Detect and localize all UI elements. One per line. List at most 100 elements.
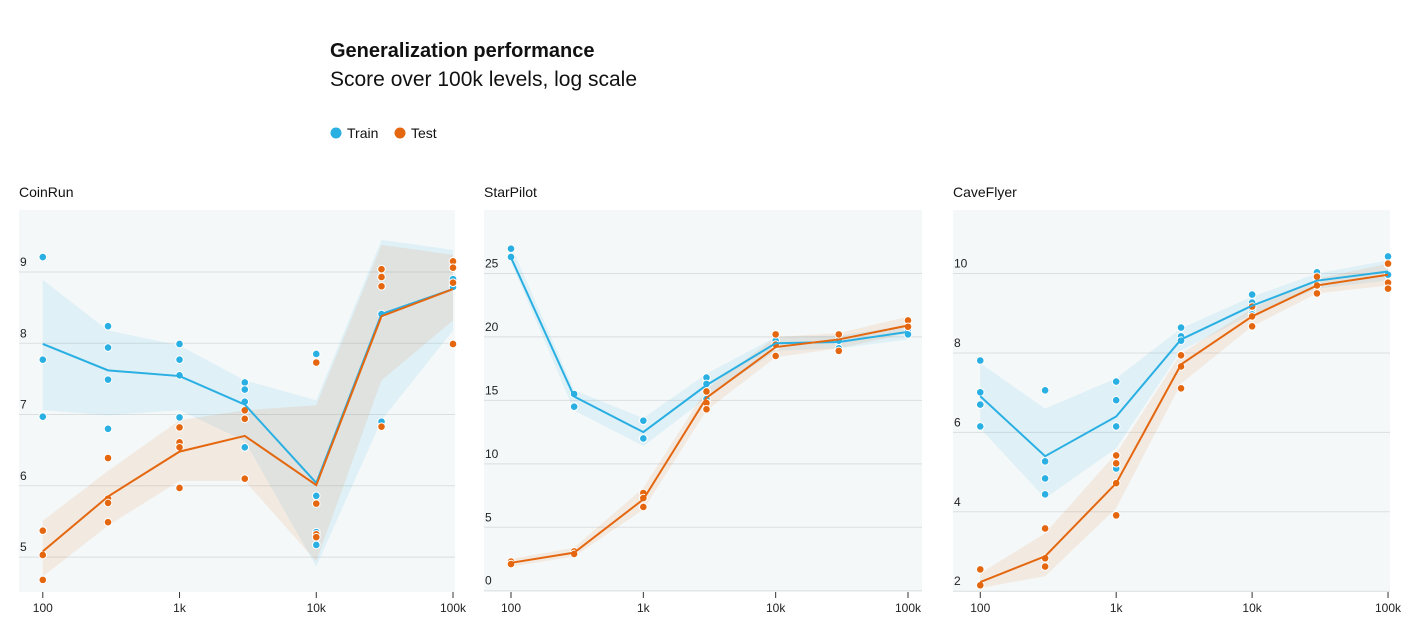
point bbox=[1383, 259, 1393, 268]
panel-title: StarPilot bbox=[484, 184, 537, 200]
y-tick-label: 9 bbox=[20, 255, 27, 269]
point bbox=[311, 532, 321, 542]
point bbox=[639, 434, 648, 443]
y-tick-label: 20 bbox=[485, 320, 499, 334]
point bbox=[771, 330, 780, 339]
point bbox=[311, 540, 321, 550]
point bbox=[1111, 451, 1121, 460]
y-tick-label: 10 bbox=[485, 447, 499, 461]
point bbox=[1040, 524, 1050, 533]
point bbox=[377, 264, 386, 274]
point bbox=[38, 412, 48, 421]
y-tick-label: 25 bbox=[485, 256, 499, 270]
y-tick-label: 8 bbox=[20, 326, 27, 340]
y-tick-label: 5 bbox=[485, 510, 492, 524]
point bbox=[175, 483, 184, 493]
point bbox=[448, 339, 458, 349]
point bbox=[240, 405, 250, 415]
point bbox=[1111, 395, 1121, 405]
chart-title: Generalization performance bbox=[330, 40, 595, 62]
legend: Train Test bbox=[330, 125, 437, 141]
point bbox=[771, 351, 780, 361]
x-tick-label: 1k bbox=[637, 601, 651, 615]
point bbox=[448, 263, 458, 273]
x-tick-label: 100k bbox=[895, 601, 922, 615]
x-tick-label: 1k bbox=[173, 601, 187, 615]
point bbox=[1312, 289, 1322, 298]
point bbox=[1176, 351, 1186, 360]
point bbox=[569, 402, 579, 412]
point bbox=[175, 423, 184, 432]
point bbox=[1040, 457, 1050, 466]
line bbox=[510, 324, 909, 564]
point bbox=[103, 517, 113, 527]
line bbox=[42, 288, 454, 553]
point bbox=[1040, 385, 1050, 395]
point bbox=[311, 358, 321, 367]
point bbox=[506, 252, 516, 262]
point bbox=[1111, 459, 1121, 468]
band bbox=[511, 245, 908, 447]
point bbox=[38, 550, 48, 560]
x-tick-label: 10k bbox=[307, 601, 327, 615]
x-tick-label: 100 bbox=[501, 601, 521, 615]
legend-swatch bbox=[394, 127, 406, 139]
line bbox=[510, 257, 909, 434]
point bbox=[975, 580, 985, 590]
point bbox=[975, 565, 985, 574]
point bbox=[103, 498, 113, 508]
point bbox=[103, 453, 113, 463]
point bbox=[175, 339, 184, 349]
point bbox=[103, 321, 113, 331]
point bbox=[975, 422, 985, 431]
x-tick-label: 100k bbox=[1375, 601, 1402, 615]
line bbox=[42, 288, 454, 485]
line bbox=[979, 270, 1389, 458]
y-tick-label: 6 bbox=[954, 415, 961, 429]
panel: StarPilot 0 5 10 15 20 25 100 1k 10k 100k bbox=[484, 184, 922, 615]
point bbox=[377, 272, 386, 282]
point bbox=[103, 424, 113, 434]
point bbox=[1111, 422, 1121, 431]
legend-label: Train bbox=[347, 125, 378, 141]
point bbox=[1383, 284, 1393, 293]
point bbox=[1176, 323, 1186, 332]
point bbox=[175, 355, 184, 364]
point bbox=[38, 252, 48, 262]
point bbox=[311, 349, 321, 359]
panel-title: CaveFlyer bbox=[953, 184, 1017, 200]
point bbox=[702, 404, 711, 414]
y-tick-label: 0 bbox=[485, 574, 492, 588]
point bbox=[639, 416, 648, 425]
point bbox=[311, 499, 321, 508]
point bbox=[240, 443, 250, 452]
point bbox=[240, 378, 250, 387]
point bbox=[1111, 377, 1121, 386]
legend-swatch bbox=[330, 127, 342, 139]
point bbox=[103, 375, 113, 384]
point bbox=[834, 330, 844, 339]
y-tick-label: 15 bbox=[485, 383, 499, 397]
panel-title: CoinRun bbox=[19, 184, 73, 200]
point bbox=[506, 244, 516, 254]
y-tick-label: 2 bbox=[954, 574, 961, 588]
point bbox=[38, 526, 48, 536]
point bbox=[639, 502, 648, 512]
point bbox=[240, 385, 250, 394]
x-tick-label: 10k bbox=[1242, 601, 1262, 615]
line bbox=[979, 273, 1389, 584]
point bbox=[1040, 490, 1050, 499]
x-tick-label: 100k bbox=[440, 601, 467, 615]
y-tick-label: 7 bbox=[20, 398, 27, 412]
point bbox=[103, 343, 113, 352]
band bbox=[980, 263, 1389, 589]
x-tick-label: 1k bbox=[1110, 601, 1124, 615]
point bbox=[448, 278, 458, 287]
point bbox=[240, 474, 250, 483]
point bbox=[38, 355, 48, 364]
point bbox=[311, 491, 321, 501]
band bbox=[511, 316, 908, 567]
point bbox=[1040, 562, 1050, 571]
point bbox=[1247, 290, 1257, 299]
